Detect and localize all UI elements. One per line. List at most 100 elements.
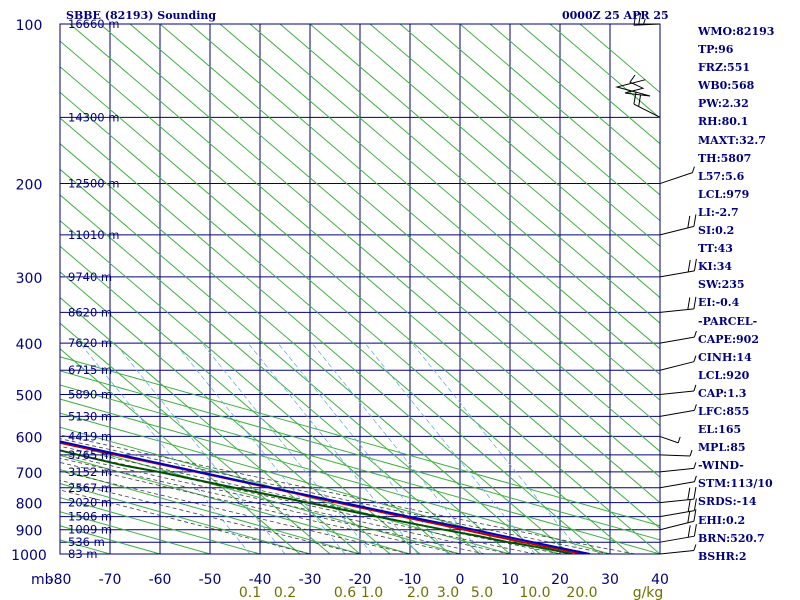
isotherm xyxy=(60,356,660,527)
wind-barb-staff xyxy=(659,550,694,555)
mixing-ratio-line xyxy=(247,342,419,554)
height-label: 9740 m xyxy=(68,270,112,284)
dry-adiabat xyxy=(339,24,660,299)
index-item: EHI:0.2 xyxy=(698,513,746,527)
wind-barb xyxy=(633,12,661,26)
wind-barb-flag xyxy=(687,525,691,538)
dry-adiabat xyxy=(99,24,660,504)
mixing-ratio-line xyxy=(311,342,483,554)
hodograph-trace xyxy=(615,74,651,97)
wind-barb-flag xyxy=(687,259,691,273)
temperature-tick-label: -70 xyxy=(99,572,122,588)
wind-barb-staff xyxy=(659,172,693,185)
wind-barb xyxy=(659,384,697,395)
pressure-tick-label: 800 xyxy=(16,497,43,513)
isotherm xyxy=(60,412,561,554)
index-item: RH:80.1 xyxy=(698,115,749,129)
pressure-tick-label: 400 xyxy=(16,337,43,353)
index-item: STM:113/10 xyxy=(698,477,773,491)
wind-barb-staff xyxy=(659,361,695,371)
wind-barb xyxy=(659,524,697,543)
wind-barb-flag xyxy=(689,449,693,457)
wind-barb-flag xyxy=(693,214,697,227)
dry-adiabat xyxy=(459,24,660,196)
index-item: LCL:979 xyxy=(698,187,750,201)
dry-adiabat xyxy=(60,143,541,554)
moist-adiabat xyxy=(60,462,461,554)
wind-barb xyxy=(659,214,697,236)
wind-barb xyxy=(659,544,697,555)
wind-barb xyxy=(659,498,697,518)
temperature-tick-label: -20 xyxy=(349,572,372,588)
wind-barb xyxy=(659,509,697,531)
mixing-ratio-label: 2.0 xyxy=(407,585,429,600)
temperature-tick-label: -60 xyxy=(149,572,172,588)
wind-barb xyxy=(659,166,695,185)
height-label: 5130 m xyxy=(68,409,112,423)
index-item: SRDS:-14 xyxy=(698,495,757,509)
mixing-ratio-label: 0.6 xyxy=(334,585,356,600)
pressure-tick-label: 900 xyxy=(16,524,43,540)
wind-barb-flag xyxy=(693,355,697,362)
index-item: KI:34 xyxy=(698,260,733,274)
temperature-tick-label: 30 xyxy=(601,572,619,588)
mixing-ratio-line xyxy=(114,342,286,554)
index-item: CAPE:902 xyxy=(698,332,759,346)
moist-adiabat xyxy=(60,434,636,554)
height-label: 4419 m xyxy=(68,429,112,443)
index-item: PW:2.32 xyxy=(698,97,749,111)
temperature-tick-label: -30 xyxy=(299,572,322,588)
dry-adiabat xyxy=(489,24,660,170)
index-item: CINH:14 xyxy=(698,350,752,364)
wind-barb-flag xyxy=(687,215,691,229)
mixing-ratio-line xyxy=(79,342,251,554)
mixing-ratio-line xyxy=(174,342,346,554)
dry-adiabat xyxy=(519,24,660,145)
mixing-ratio-line xyxy=(364,342,536,554)
index-item: TP:96 xyxy=(698,43,734,57)
parcel-profile xyxy=(60,440,591,554)
pressure-unit-label: mb xyxy=(31,572,54,588)
index-item: WMO:82193 xyxy=(698,25,775,38)
dry-adiabat xyxy=(60,117,571,554)
wind-barb xyxy=(659,258,697,278)
wind-barb-staff xyxy=(659,390,694,395)
height-label: 8620 m xyxy=(68,305,112,319)
dry-adiabat xyxy=(189,24,660,427)
wind-barb-staff xyxy=(659,409,695,417)
wind-barb xyxy=(659,462,697,473)
index-item: MPL:85 xyxy=(698,441,746,455)
height-label: 3765 m xyxy=(68,448,112,462)
dry-adiabat xyxy=(219,24,660,401)
temperature-tick-label: 10 xyxy=(501,572,519,588)
dry-adiabat xyxy=(60,66,631,554)
temperature-tick-label: 0 xyxy=(456,572,465,588)
pressure-tick-label: 1000 xyxy=(11,548,47,564)
index-item: WB0:568 xyxy=(698,79,755,93)
wind-barb-staff xyxy=(659,454,691,457)
index-item: L57:5.6 xyxy=(698,169,745,183)
temperature-tick-label: 20 xyxy=(551,572,569,588)
wind-barb xyxy=(659,404,697,417)
wind-barb-flag xyxy=(642,18,646,25)
mixing-ratio-label: 3.0 xyxy=(437,585,459,600)
wind-barb xyxy=(659,449,693,457)
wind-barb xyxy=(659,435,681,444)
wind-barb-flag xyxy=(687,499,691,512)
wind-barb xyxy=(659,475,697,489)
wind-barb-flag xyxy=(691,166,695,173)
dry-adiabat xyxy=(60,40,660,554)
wind-barb-staff xyxy=(659,336,695,344)
index-item: CAP:1.3 xyxy=(698,386,747,400)
mixing-ratio-label: 5.0 xyxy=(471,585,493,600)
index-item: LFC:855 xyxy=(698,404,750,418)
wind-barb-staff xyxy=(659,467,694,473)
height-label: 12500 m xyxy=(68,177,119,191)
wind-barb-flag xyxy=(638,12,642,26)
mixing-ratio-unit: g/kg xyxy=(633,585,664,600)
wind-barb-staff xyxy=(633,23,661,26)
wind-barb-flag xyxy=(693,487,697,500)
wind-barb-flag xyxy=(638,94,642,107)
wind-barb-flag xyxy=(693,296,697,309)
height-label: 1009 m xyxy=(68,523,112,537)
